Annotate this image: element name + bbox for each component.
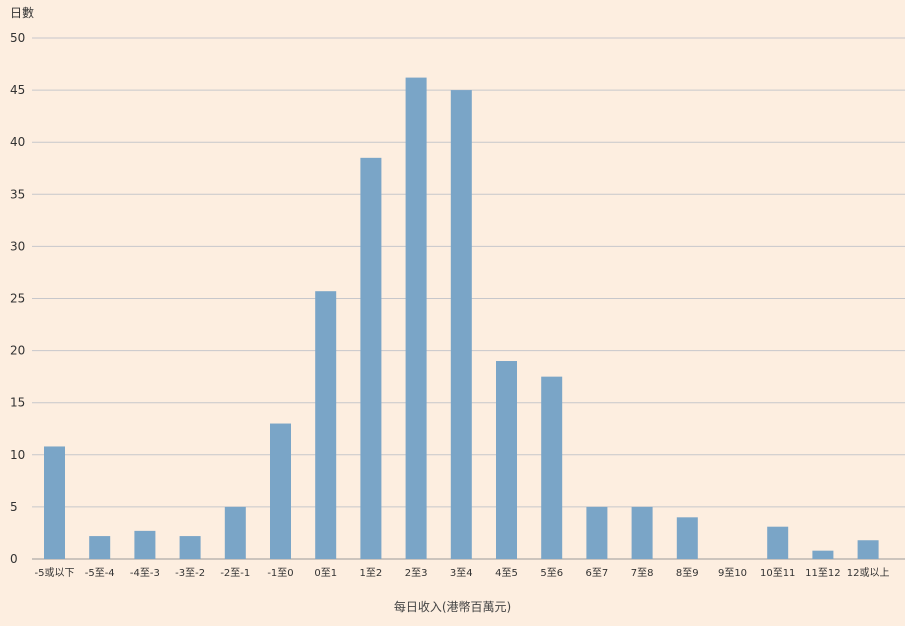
- x-tick-label: -3至-2: [175, 567, 205, 579]
- bar: [767, 526, 789, 559]
- x-tick-label: 9至10: [718, 567, 747, 579]
- bar: [450, 90, 472, 559]
- x-tick-label: -1至0: [267, 567, 293, 579]
- x-tick-label: 4至5: [495, 567, 518, 579]
- bar: [405, 77, 427, 559]
- y-tick-label: 45: [10, 83, 25, 97]
- x-tick-label: -2至-1: [220, 567, 250, 579]
- y-axis-title: 日數: [10, 6, 35, 20]
- bar: [812, 550, 834, 559]
- bar: [270, 423, 291, 559]
- x-tick-label: 1至2: [360, 567, 383, 579]
- bar: [541, 376, 563, 559]
- y-tick-label: 0: [10, 552, 18, 566]
- bar: [676, 517, 698, 559]
- x-tick-label: 12或以上: [847, 567, 890, 579]
- x-tick-label: 5至6: [540, 567, 563, 579]
- x-tick-label: 7至8: [631, 567, 654, 579]
- y-tick-label: 25: [10, 292, 25, 306]
- bar: [496, 361, 517, 559]
- bar: [179, 536, 201, 559]
- x-axis-title: 每日收入(港幣百萬元): [393, 600, 512, 614]
- y-tick-label: 30: [10, 239, 25, 253]
- bar: [586, 506, 608, 559]
- x-tick-label: 3至4: [450, 567, 473, 579]
- bar: [89, 536, 111, 559]
- x-tick-label: 11至12: [805, 567, 840, 579]
- bar: [44, 446, 65, 559]
- x-tick-label: 0至1: [314, 567, 337, 579]
- bar: [360, 157, 382, 559]
- x-tick-label: 10至11: [760, 567, 795, 579]
- y-tick-label: 40: [10, 135, 25, 149]
- x-tick-label: -5至-4: [85, 567, 115, 579]
- x-tick-label: -4至-3: [130, 567, 160, 579]
- x-tick-label: 8至9: [676, 567, 699, 579]
- y-tick-label: 20: [10, 344, 25, 358]
- x-tick-label: 2至3: [405, 567, 428, 579]
- y-tick-label: 15: [10, 396, 25, 410]
- y-tick-label: 5: [10, 500, 18, 514]
- bar: [631, 506, 653, 559]
- y-tick-label: 10: [10, 448, 25, 462]
- bar: [857, 540, 879, 559]
- bar: [134, 530, 156, 559]
- x-tick-label: 6至7: [586, 567, 609, 579]
- y-tick-label: 35: [10, 187, 25, 201]
- bar: [224, 506, 246, 559]
- x-tick-label: -5或以下: [35, 567, 75, 579]
- bar: [315, 291, 337, 559]
- y-tick-label: 50: [10, 31, 25, 45]
